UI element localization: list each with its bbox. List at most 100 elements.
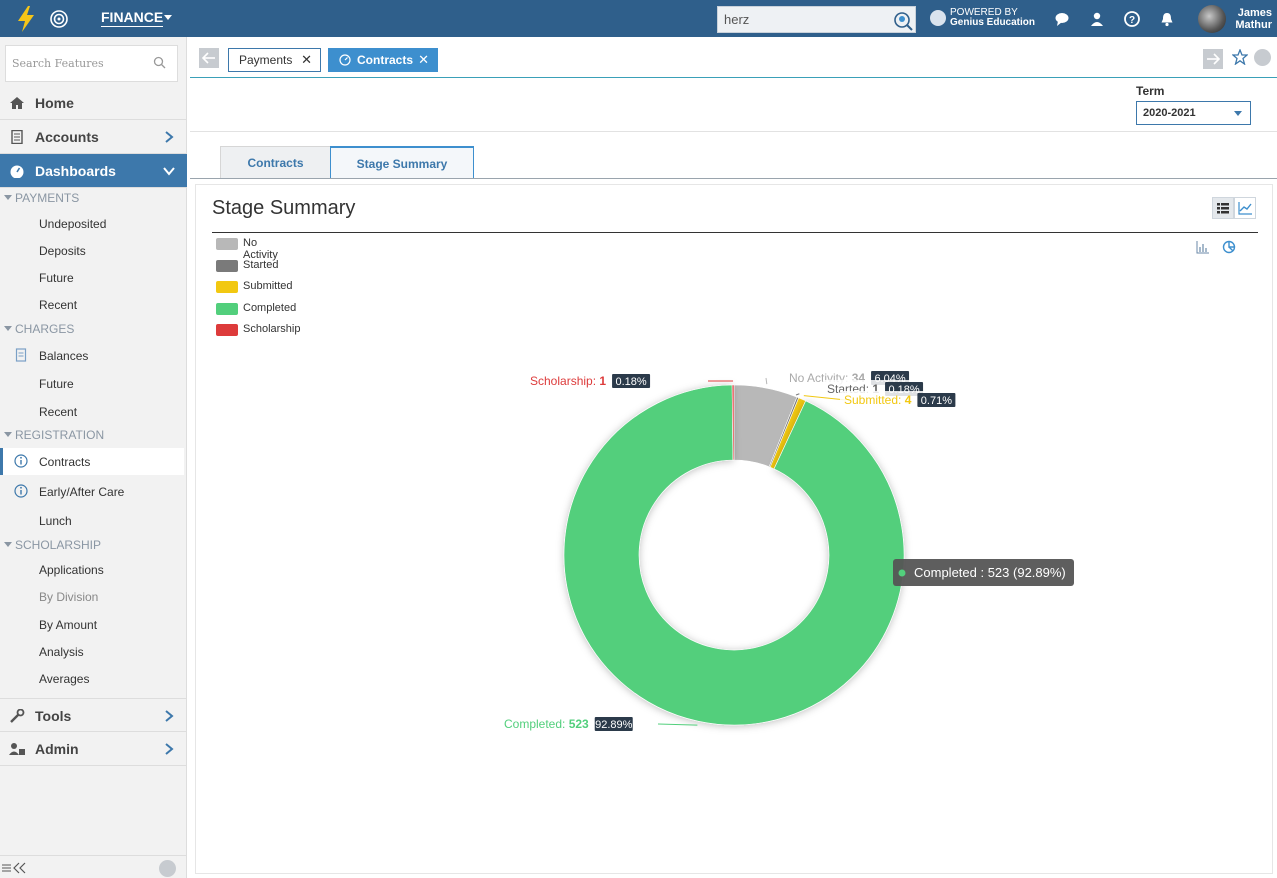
tab-payments-label: Payments xyxy=(239,53,293,67)
nav-analysis[interactable]: Analysis xyxy=(0,638,184,665)
global-search-input[interactable]: herz xyxy=(717,6,916,33)
chevron-down-icon xyxy=(163,167,175,176)
close-icon[interactable]: ✕ xyxy=(301,52,312,67)
legend-swatch-completed xyxy=(216,302,238,315)
nav-deposits[interactable]: Deposits xyxy=(0,237,184,264)
term-value: 2020-2021 xyxy=(1143,107,1196,119)
user-tie-icon[interactable] xyxy=(1089,11,1105,27)
chevron-right-icon xyxy=(165,710,174,722)
leader-line-completed xyxy=(657,723,698,726)
collapse-sidebar-icon[interactable] xyxy=(2,862,28,874)
section-registration[interactable]: REGISTRATION xyxy=(4,428,104,442)
search-icon[interactable] xyxy=(890,8,914,32)
panel-title: Stage Summary xyxy=(212,197,356,219)
arrow-right-icon xyxy=(1207,53,1221,65)
chevron-right-icon xyxy=(165,743,174,755)
chevron-down-icon xyxy=(1234,111,1242,116)
divider xyxy=(190,131,1277,132)
data-label-value: 1 xyxy=(872,382,879,396)
nav-accounts-label: Accounts xyxy=(35,129,99,145)
nav-home[interactable]: Home xyxy=(0,86,187,120)
nav-balances-label: Balances xyxy=(39,349,89,363)
nav-payments-recent-label: Recent xyxy=(39,298,78,312)
chevron-down-icon[interactable] xyxy=(164,15,172,20)
nav-contracts[interactable]: Contracts xyxy=(0,448,184,475)
chart-view-button[interactable] xyxy=(1234,197,1256,219)
sidebar-footer xyxy=(0,855,187,878)
nav-undeposited[interactable]: Undeposited xyxy=(0,210,184,237)
nav-payments-future[interactable]: Future xyxy=(0,264,184,291)
nav-dashboards[interactable]: Dashboards xyxy=(0,154,187,188)
chat-icon[interactable] xyxy=(1054,11,1070,27)
search-icon[interactable] xyxy=(153,56,166,69)
app-switcher[interactable]: FINANCE xyxy=(101,9,164,27)
tab-contracts-label: Contracts xyxy=(357,53,414,67)
pie-chart-icon[interactable] xyxy=(1222,240,1236,254)
back-button[interactable] xyxy=(199,48,219,68)
subtab-contracts[interactable]: Contracts xyxy=(220,146,331,178)
slice-completed[interactable] xyxy=(563,384,905,726)
nav-by-amount-label: By Amount xyxy=(39,618,98,632)
feature-search-input[interactable]: Search Features xyxy=(5,45,178,82)
list-view-button[interactable] xyxy=(1212,197,1234,219)
nav-undeposited-label: Undeposited xyxy=(39,217,107,231)
nav-tools-label: Tools xyxy=(35,708,72,724)
term-select[interactable]: 2020-2021 xyxy=(1136,101,1251,125)
data-label-value: 523 xyxy=(569,717,589,731)
bell-icon[interactable] xyxy=(1159,11,1175,27)
sidebar-more-icon[interactable] xyxy=(159,860,176,877)
nav-averages[interactable]: Averages xyxy=(0,665,184,692)
nav-charges-recent[interactable]: Recent xyxy=(0,398,184,425)
tooltip-box xyxy=(893,559,1074,586)
star-icon[interactable] xyxy=(1232,49,1248,65)
tab-payments[interactable]: Payments ✕ xyxy=(228,48,321,72)
legend-label-completed: Completed xyxy=(243,301,297,314)
nav-dashboards-label: Dashboards xyxy=(35,163,116,179)
nav-analysis-label: Analysis xyxy=(39,645,84,659)
nav-charges-future[interactable]: Future xyxy=(0,370,184,397)
nav-admin[interactable]: Admin xyxy=(0,732,187,766)
data-label-text-completed: Completed: 523 xyxy=(504,717,589,731)
help-icon[interactable]: ? xyxy=(1124,11,1140,27)
tab-contracts[interactable]: Contracts ✕ xyxy=(328,48,438,72)
section-payments[interactable]: PAYMENTS xyxy=(4,191,79,205)
powered-logo-icon xyxy=(930,10,946,26)
nav-charges-recent-label: Recent xyxy=(39,405,78,419)
nav-accounts[interactable]: Accounts xyxy=(0,120,187,154)
arrow-left-icon xyxy=(201,52,215,64)
lightning-logo-icon[interactable] xyxy=(14,5,38,33)
nav-applications[interactable]: Applications xyxy=(0,556,184,583)
home-icon xyxy=(10,97,24,109)
avatar[interactable] xyxy=(1198,5,1226,33)
dashboard-gauge-icon xyxy=(10,165,24,178)
nav-balances[interactable]: Balances xyxy=(0,342,184,369)
nav-contracts-label: Contracts xyxy=(39,455,91,469)
ledger-icon xyxy=(11,130,23,144)
nav-by-amount[interactable]: By Amount xyxy=(0,611,184,638)
section-scholarship[interactable]: SCHOLARSHIP xyxy=(4,538,101,552)
divider xyxy=(190,178,1277,179)
data-label-value: 4 xyxy=(905,393,912,407)
nav-lunch[interactable]: Lunch xyxy=(0,507,184,534)
close-icon[interactable]: ✕ xyxy=(418,52,429,67)
section-charges[interactable]: CHARGES xyxy=(4,322,74,336)
nav-payments-recent[interactable]: Recent xyxy=(0,291,184,318)
wrench-icon xyxy=(10,709,25,723)
leader-line-started xyxy=(795,393,800,396)
legend-label-no-activity: No Activity xyxy=(243,237,278,261)
legend-label-scholarship: Scholarship xyxy=(243,323,301,336)
forward-button[interactable] xyxy=(1203,49,1223,69)
user-name[interactable]: James Mathur xyxy=(1232,7,1272,31)
legend-swatch-scholarship xyxy=(216,324,238,337)
target-icon[interactable] xyxy=(49,9,69,29)
sidebar: Search Features Home Accounts Dashboards… xyxy=(0,37,187,878)
nav-tools[interactable]: Tools xyxy=(0,698,187,732)
subtab-stage-summary[interactable]: Stage Summary xyxy=(330,146,474,178)
bar-chart-icon[interactable] xyxy=(1196,240,1210,254)
nav-by-division[interactable]: By Division xyxy=(0,583,184,610)
nav-lunch-label: Lunch xyxy=(39,514,72,528)
data-label-text-submitted: Submitted: 4 xyxy=(844,393,912,407)
nav-early-after-care[interactable]: Early/After Care xyxy=(0,478,184,505)
slice-scholarship[interactable] xyxy=(731,384,735,461)
more-options-icon[interactable] xyxy=(1254,49,1271,66)
